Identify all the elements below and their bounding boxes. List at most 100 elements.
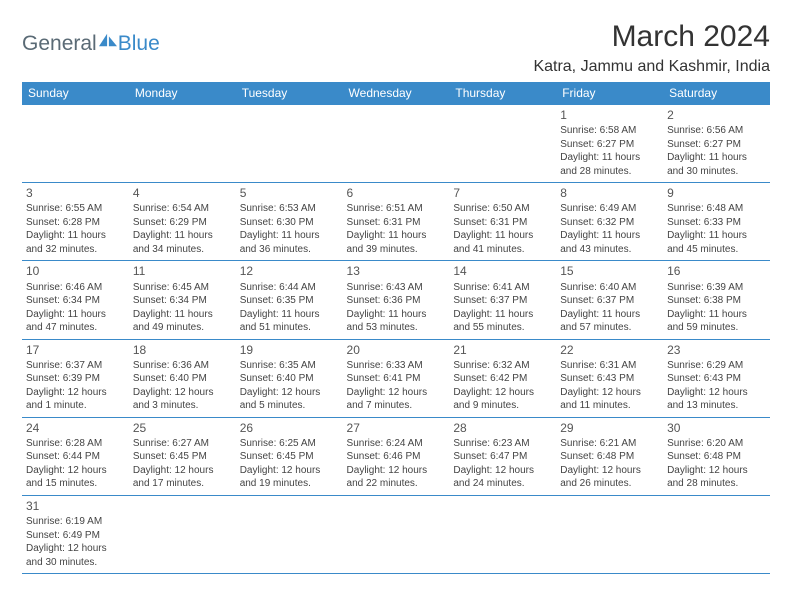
day-number: 22 [560, 342, 659, 358]
sunrise-line: Sunrise: 6:27 AM [133, 437, 232, 451]
day-number: 23 [667, 342, 766, 358]
daylight-line: Daylight: 11 hours and 39 minutes. [347, 229, 446, 256]
sunset-line: Sunset: 6:40 PM [240, 372, 339, 386]
sunrise-line: Sunrise: 6:32 AM [453, 359, 552, 373]
sunrise-line: Sunrise: 6:46 AM [26, 281, 125, 295]
sunrise-line: Sunrise: 6:21 AM [560, 437, 659, 451]
daylight-line: Daylight: 12 hours and 24 minutes. [453, 464, 552, 491]
sunset-line: Sunset: 6:37 PM [453, 294, 552, 308]
calendar-row: 24Sunrise: 6:28 AMSunset: 6:44 PMDayligh… [22, 417, 770, 495]
calendar-body: 1Sunrise: 6:58 AMSunset: 6:27 PMDaylight… [22, 105, 770, 574]
day-header: Monday [129, 82, 236, 105]
sunset-line: Sunset: 6:31 PM [347, 216, 446, 230]
sunrise-line: Sunrise: 6:37 AM [26, 359, 125, 373]
day-number: 8 [560, 185, 659, 201]
day-number: 25 [133, 420, 232, 436]
calendar-row: 3Sunrise: 6:55 AMSunset: 6:28 PMDaylight… [22, 183, 770, 261]
daylight-line: Daylight: 11 hours and 59 minutes. [667, 308, 766, 335]
sunset-line: Sunset: 6:43 PM [560, 372, 659, 386]
calendar-cell [22, 105, 129, 183]
calendar-cell: 21Sunrise: 6:32 AMSunset: 6:42 PMDayligh… [449, 339, 556, 417]
sunset-line: Sunset: 6:39 PM [26, 372, 125, 386]
day-number: 1 [560, 107, 659, 123]
daylight-line: Daylight: 12 hours and 5 minutes. [240, 386, 339, 413]
sunrise-line: Sunrise: 6:19 AM [26, 515, 125, 529]
calendar-cell: 27Sunrise: 6:24 AMSunset: 6:46 PMDayligh… [343, 417, 450, 495]
sunset-line: Sunset: 6:27 PM [560, 138, 659, 152]
day-number: 24 [26, 420, 125, 436]
day-number: 3 [26, 185, 125, 201]
calendar-cell: 24Sunrise: 6:28 AMSunset: 6:44 PMDayligh… [22, 417, 129, 495]
sunset-line: Sunset: 6:38 PM [667, 294, 766, 308]
sunrise-line: Sunrise: 6:28 AM [26, 437, 125, 451]
daylight-line: Daylight: 12 hours and 26 minutes. [560, 464, 659, 491]
day-header: Friday [556, 82, 663, 105]
calendar-cell: 23Sunrise: 6:29 AMSunset: 6:43 PMDayligh… [663, 339, 770, 417]
calendar-cell: 14Sunrise: 6:41 AMSunset: 6:37 PMDayligh… [449, 261, 556, 339]
daylight-line: Daylight: 11 hours and 32 minutes. [26, 229, 125, 256]
calendar-cell [449, 105, 556, 183]
day-number: 16 [667, 263, 766, 279]
calendar-cell: 7Sunrise: 6:50 AMSunset: 6:31 PMDaylight… [449, 183, 556, 261]
day-number: 30 [667, 420, 766, 436]
daylight-line: Daylight: 12 hours and 1 minute. [26, 386, 125, 413]
sunrise-line: Sunrise: 6:50 AM [453, 202, 552, 216]
calendar-cell [343, 495, 450, 573]
daylight-line: Daylight: 12 hours and 11 minutes. [560, 386, 659, 413]
day-header: Thursday [449, 82, 556, 105]
calendar-cell: 1Sunrise: 6:58 AMSunset: 6:27 PMDaylight… [556, 105, 663, 183]
calendar-cell [556, 495, 663, 573]
calendar-row: 17Sunrise: 6:37 AMSunset: 6:39 PMDayligh… [22, 339, 770, 417]
daylight-line: Daylight: 11 hours and 41 minutes. [453, 229, 552, 256]
calendar-cell: 9Sunrise: 6:48 AMSunset: 6:33 PMDaylight… [663, 183, 770, 261]
day-number: 26 [240, 420, 339, 436]
sunset-line: Sunset: 6:41 PM [347, 372, 446, 386]
sunset-line: Sunset: 6:28 PM [26, 216, 125, 230]
sunset-line: Sunset: 6:48 PM [560, 450, 659, 464]
daylight-line: Daylight: 11 hours and 36 minutes. [240, 229, 339, 256]
day-number: 28 [453, 420, 552, 436]
daylight-line: Daylight: 11 hours and 49 minutes. [133, 308, 232, 335]
calendar-cell: 5Sunrise: 6:53 AMSunset: 6:30 PMDaylight… [236, 183, 343, 261]
calendar-cell [449, 495, 556, 573]
location: Katra, Jammu and Kashmir, India [533, 58, 770, 76]
day-header: Saturday [663, 82, 770, 105]
sunset-line: Sunset: 6:32 PM [560, 216, 659, 230]
calendar-cell: 15Sunrise: 6:40 AMSunset: 6:37 PMDayligh… [556, 261, 663, 339]
calendar-cell: 22Sunrise: 6:31 AMSunset: 6:43 PMDayligh… [556, 339, 663, 417]
calendar-cell: 11Sunrise: 6:45 AMSunset: 6:34 PMDayligh… [129, 261, 236, 339]
sunset-line: Sunset: 6:42 PM [453, 372, 552, 386]
sunset-line: Sunset: 6:36 PM [347, 294, 446, 308]
daylight-line: Daylight: 12 hours and 15 minutes. [26, 464, 125, 491]
calendar-cell: 10Sunrise: 6:46 AMSunset: 6:34 PMDayligh… [22, 261, 129, 339]
sunset-line: Sunset: 6:49 PM [26, 529, 125, 543]
day-header: Wednesday [343, 82, 450, 105]
daylight-line: Daylight: 12 hours and 13 minutes. [667, 386, 766, 413]
header: General Blue March 2024 Katra, Jammu and… [22, 20, 770, 76]
day-header-row: SundayMondayTuesdayWednesdayThursdayFrid… [22, 82, 770, 105]
day-number: 14 [453, 263, 552, 279]
day-number: 27 [347, 420, 446, 436]
calendar-row: 1Sunrise: 6:58 AMSunset: 6:27 PMDaylight… [22, 105, 770, 183]
day-number: 2 [667, 107, 766, 123]
calendar-cell: 16Sunrise: 6:39 AMSunset: 6:38 PMDayligh… [663, 261, 770, 339]
sunrise-line: Sunrise: 6:31 AM [560, 359, 659, 373]
calendar-cell: 12Sunrise: 6:44 AMSunset: 6:35 PMDayligh… [236, 261, 343, 339]
sunrise-line: Sunrise: 6:41 AM [453, 281, 552, 295]
calendar-cell: 31Sunrise: 6:19 AMSunset: 6:49 PMDayligh… [22, 495, 129, 573]
day-number: 7 [453, 185, 552, 201]
calendar-cell: 26Sunrise: 6:25 AMSunset: 6:45 PMDayligh… [236, 417, 343, 495]
calendar-cell [236, 105, 343, 183]
daylight-line: Daylight: 12 hours and 22 minutes. [347, 464, 446, 491]
day-number: 12 [240, 263, 339, 279]
sunrise-line: Sunrise: 6:35 AM [240, 359, 339, 373]
calendar-cell [129, 495, 236, 573]
daylight-line: Daylight: 11 hours and 57 minutes. [560, 308, 659, 335]
sunset-line: Sunset: 6:40 PM [133, 372, 232, 386]
daylight-line: Daylight: 11 hours and 30 minutes. [667, 151, 766, 178]
daylight-line: Daylight: 11 hours and 34 minutes. [133, 229, 232, 256]
calendar-cell: 20Sunrise: 6:33 AMSunset: 6:41 PMDayligh… [343, 339, 450, 417]
daylight-line: Daylight: 12 hours and 3 minutes. [133, 386, 232, 413]
sunset-line: Sunset: 6:37 PM [560, 294, 659, 308]
sunset-line: Sunset: 6:29 PM [133, 216, 232, 230]
